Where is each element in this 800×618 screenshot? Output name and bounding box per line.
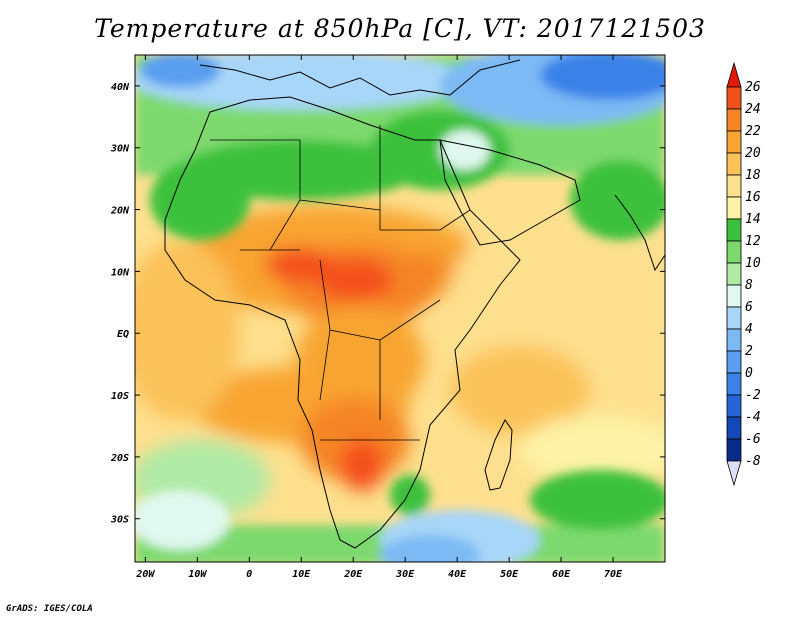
colorbar-swatch xyxy=(726,306,742,330)
colorbar-label: 26 xyxy=(745,80,761,95)
colorbar-under-arrow xyxy=(726,460,742,487)
lat-tick-label: 20S xyxy=(110,453,129,464)
colorbar-label: -8 xyxy=(745,454,761,469)
lon-tick-label: 20W xyxy=(135,569,155,580)
colorbar-label: -2 xyxy=(745,388,761,403)
lon-tick-label: 0 xyxy=(246,569,252,580)
arabia-coastline xyxy=(439,139,581,246)
colorbar-swatch xyxy=(726,218,742,242)
colorbar-swatch xyxy=(726,328,742,352)
colorbar-label: -4 xyxy=(745,410,761,425)
india-coastline xyxy=(614,194,665,272)
colorbar-label: 22 xyxy=(745,124,761,139)
madagascar xyxy=(484,419,513,491)
colorbar-label: 6 xyxy=(745,300,753,315)
lat-tick-label: 20N xyxy=(110,206,130,217)
lat-tick-label: 30N xyxy=(110,144,130,155)
colorbar-label: 14 xyxy=(745,212,761,227)
lat-tick-label: 30S xyxy=(110,515,129,526)
colorbar-swatch xyxy=(726,262,742,286)
lat-axis: 40N 30N 20N 10N EQ 10S 20S 30S xyxy=(110,82,665,526)
colorbar-swatch xyxy=(726,284,742,308)
europe-coastline xyxy=(199,59,521,96)
map-frame xyxy=(134,54,666,563)
colorbar-label: 2 xyxy=(745,344,753,359)
lat-tick-label: 40N xyxy=(111,82,130,93)
colorbar-label: 12 xyxy=(745,234,761,249)
colorbar-label: 24 xyxy=(745,102,761,117)
lon-tick-label: 60E xyxy=(552,569,571,580)
colorbar-label: 0 xyxy=(745,366,753,381)
country-borders xyxy=(210,125,471,441)
lat-tick-label: EQ xyxy=(117,329,129,340)
lon-tick-label: 50E xyxy=(500,569,519,580)
chart-title: Temperature at 850hPa [C], VT: 201712150… xyxy=(94,14,706,43)
lon-tick-label: 10E xyxy=(292,569,311,580)
credit-text: GrADS: IGES/COLA xyxy=(6,604,93,614)
colorbar-label: 4 xyxy=(745,322,753,337)
colorbar-swatch xyxy=(726,394,742,418)
lon-tick-label: 10W xyxy=(188,569,207,580)
lon-axis: 20W 10W 0 10E 20E 30E 40E 50E 60E 70E xyxy=(135,55,623,580)
colorbar-label: -6 xyxy=(745,432,761,447)
colorbar-swatch xyxy=(726,438,742,462)
colorbar-swatch xyxy=(726,372,742,396)
temperature-field xyxy=(135,55,665,562)
colorbar-label: 16 xyxy=(745,190,761,205)
lat-tick-label: 10N xyxy=(111,267,130,278)
colorbar-swatch xyxy=(726,196,742,220)
lon-tick-label: 40E xyxy=(448,569,467,580)
colorbar-swatch xyxy=(726,240,742,264)
colorbar-over-arrow xyxy=(726,61,742,88)
lon-tick-label: 20E xyxy=(343,569,363,580)
colorbar-swatch xyxy=(726,350,742,374)
lon-tick-label: 30E xyxy=(395,569,415,580)
colorbar-swatch xyxy=(726,108,742,132)
colorbar-label: 8 xyxy=(745,278,753,293)
colorbar-swatch xyxy=(726,152,742,176)
colorbar-swatch xyxy=(726,86,742,110)
colorbar-swatch xyxy=(726,174,742,198)
colorbar-label: 10 xyxy=(745,256,761,271)
coastline xyxy=(164,96,521,549)
colorbar-swatch xyxy=(726,416,742,440)
colorbar-label: 18 xyxy=(745,168,761,183)
colorbar-swatch xyxy=(726,130,742,154)
colorbar-label: 20 xyxy=(745,146,761,161)
lon-tick-label: 70E xyxy=(604,569,623,580)
lat-tick-label: 10S xyxy=(111,391,129,402)
